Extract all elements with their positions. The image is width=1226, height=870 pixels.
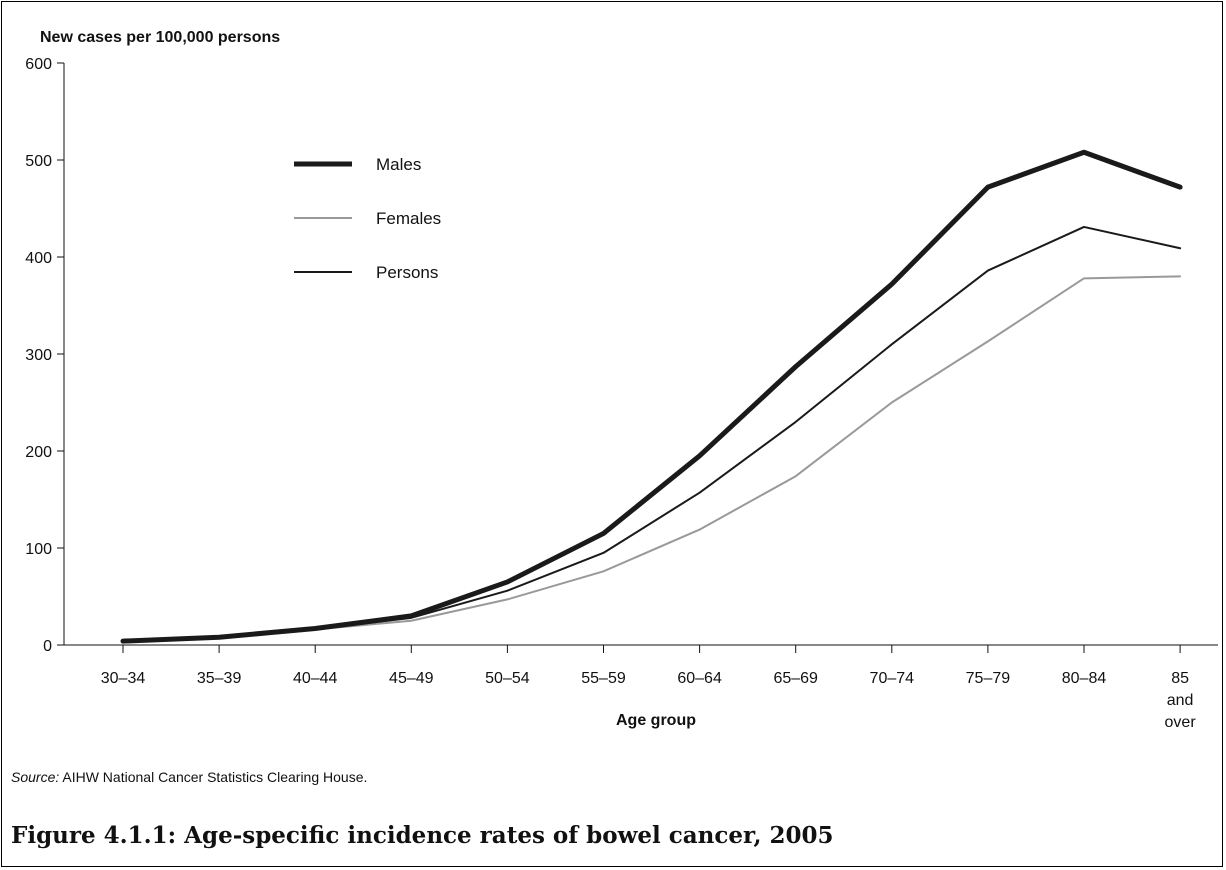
x-tick-label-line: 45–49	[389, 670, 434, 687]
x-tick-label-line: 80–84	[1062, 670, 1107, 687]
legend-label-males: Males	[376, 155, 421, 174]
source-note: Source: AIHW National Cancer Statistics …	[11, 769, 367, 785]
chart-axes: 0 100 200 300 400 500 600 30–34 35–39 40–44 45–49 5…	[25, 56, 1218, 731]
x-tick-label-line: and	[1167, 692, 1194, 709]
x-tick-label-line: over	[1165, 714, 1197, 731]
series-line-males	[120, 149, 1183, 644]
x-tick-label: 65–69	[773, 670, 818, 687]
x-tick-label: 75–79	[966, 670, 1011, 687]
legend-label-females: Females	[376, 209, 441, 228]
legend-label-persons: Persons	[376, 263, 438, 282]
y-tick-label: 300	[25, 347, 52, 364]
figure-caption: Figure 4.1.1: Age-specific incidence rat…	[11, 822, 834, 849]
x-tick-label: 70–74	[870, 670, 915, 687]
x-tick-label: 40–44	[293, 670, 338, 687]
x-tick-label: 30–34	[101, 670, 146, 687]
series-line-females	[122, 275, 1182, 644]
x-tick-label: 80–84	[1062, 670, 1107, 687]
x-tick-label-line: 50–54	[485, 670, 530, 687]
y-axis-label: New cases per 100,000 persons	[40, 29, 280, 46]
x-tick-label: 50–54	[485, 670, 530, 687]
x-tick-label: 45–49	[389, 670, 434, 687]
series-line-persons	[122, 225, 1182, 644]
x-tick-label-line: 60–64	[677, 670, 722, 687]
x-tick-label-line: 30–34	[101, 670, 146, 687]
y-tick-label: 200	[25, 444, 52, 461]
x-tick-label-line: 35–39	[197, 670, 242, 687]
x-tick-label-line: 65–69	[773, 670, 818, 687]
x-tick-label: 35–39	[197, 670, 242, 687]
chart-series	[120, 149, 1183, 644]
source-text: AIHW National Cancer Statistics Clearing…	[59, 769, 368, 785]
x-tick-label: 85 and over	[1165, 670, 1197, 731]
x-tick-label-line: 55–59	[581, 670, 626, 687]
x-tick-label: 55–59	[581, 670, 626, 687]
x-tick-label-line: 85	[1171, 670, 1189, 687]
x-axis-label: Age group	[616, 712, 696, 729]
chart-legend: Males Females Persons	[294, 155, 441, 282]
y-tick-label: 600	[25, 56, 52, 73]
x-tick-label-line: 75–79	[966, 670, 1011, 687]
x-tick-label-line: 70–74	[870, 670, 915, 687]
line-chart: 0 100 200 300 400 500 600 30–34 35–39 40–44 45–49 5…	[25, 29, 1218, 731]
y-tick-label: 400	[25, 250, 52, 267]
source-label: Source:	[11, 769, 60, 785]
y-tick-label: 500	[25, 153, 52, 170]
x-tick-label: 60–64	[677, 670, 722, 687]
x-tick-label-line: 40–44	[293, 670, 338, 687]
y-tick-label: 100	[25, 541, 52, 558]
y-tick-label: 0	[43, 638, 52, 655]
